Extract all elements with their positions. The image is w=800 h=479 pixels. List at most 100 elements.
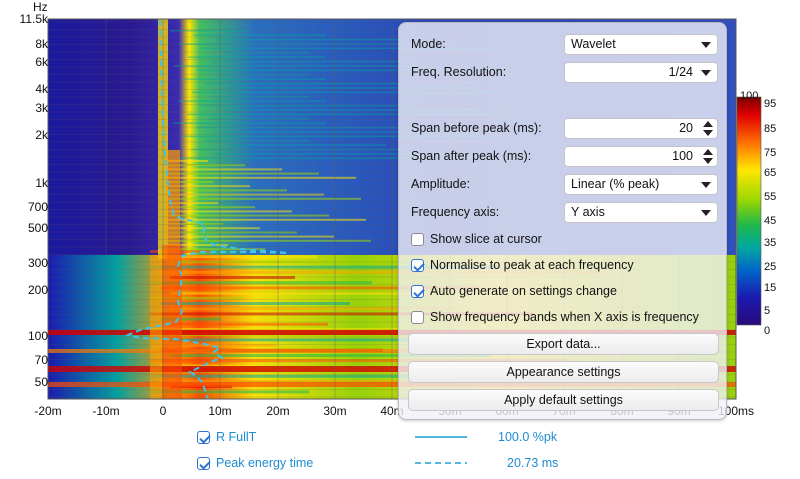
checkbox-label: Show frequency bands when X axis is freq… [430, 310, 699, 324]
heatmap-band [192, 91, 494, 94]
heatmap-band [205, 140, 310, 142]
heatmap-band [196, 126, 402, 129]
heatmap-band [225, 52, 310, 54]
heatmap-band [210, 118, 310, 120]
colorbar-tick-label: 45 [764, 215, 777, 227]
stepper-arrows-icon[interactable] [703, 121, 713, 137]
stepper-arrows-icon[interactable] [703, 149, 713, 165]
y-tick-label: 50 [34, 375, 48, 389]
heatmap-band [168, 231, 297, 234]
heatmap-band [168, 164, 245, 167]
y-tick-label: 8k [35, 37, 48, 51]
checkbox-box[interactable] [411, 285, 424, 298]
heatmap-band [170, 276, 295, 279]
legend-line-solid [415, 436, 467, 438]
heatmap-band [168, 197, 361, 200]
freq-resolution-select[interactable]: 1/24 [564, 62, 718, 83]
frequency-axis-label: Frequency axis: [411, 205, 500, 219]
heatmap-band [168, 202, 218, 204]
amplitude-select[interactable]: Linear (% peak) [564, 174, 718, 195]
heatmap-band [168, 214, 329, 217]
colorbar-tick-label: 75 [764, 147, 777, 159]
span-before-spinner[interactable]: 20 [564, 118, 718, 139]
heatmap-band [150, 359, 567, 363]
legend-checkbox-peak-energy-time[interactable] [197, 457, 210, 470]
heatmap-band [219, 131, 478, 133]
checkbox-box[interactable] [411, 259, 424, 272]
colorbar-tick-label: 65 [764, 167, 777, 179]
heatmap-band [216, 38, 402, 41]
heatmap-band [168, 239, 371, 242]
heatmap-band [178, 100, 326, 102]
heatmap-band [160, 255, 317, 259]
y-tick-label: 100 [27, 329, 48, 343]
checkbox-box[interactable] [411, 233, 424, 246]
heatmap-band [229, 87, 478, 89]
y-tick-label: 300 [27, 256, 48, 270]
heatmap-band [168, 185, 250, 188]
y-tick-label: 3k [35, 101, 48, 115]
heatmap-band [160, 364, 254, 368]
y-tick-label: 1k [35, 176, 48, 190]
heatmap-band [177, 157, 494, 160]
x-tick-label: 0 [159, 404, 167, 418]
colorbar-tick-label: 95 [764, 98, 777, 110]
heatmap-band [168, 160, 208, 162]
heatmap-band [201, 104, 402, 107]
legend-checkbox-r-fullt[interactable] [197, 431, 210, 444]
heatmap-band [170, 30, 250, 32]
plot-frame [47, 18, 737, 400]
mode-label: Mode: [411, 37, 446, 51]
colorbar-tick-label: 25 [764, 261, 777, 273]
heatmap-band [160, 380, 545, 383]
heatmap-band [168, 235, 334, 238]
heatmap-band [183, 78, 326, 80]
y-axis-unit: Hz [33, 0, 48, 14]
y-tick-label: 500 [27, 221, 48, 235]
mode-select[interactable]: Wavelet [564, 34, 718, 55]
y-tick-label: 700 [27, 200, 48, 214]
legend-name-r-fullt: R FullT [216, 430, 257, 444]
colorbar [736, 96, 762, 326]
heatmap-band [197, 69, 494, 72]
heatmap-band [170, 354, 490, 357]
heatmap-band [187, 113, 494, 116]
y-tick-label: 4k [35, 82, 48, 96]
y-tick-label: 11.5k [19, 12, 48, 26]
heatmap-band [220, 74, 310, 76]
heatmap-band [182, 135, 494, 138]
apply-default-settings-button[interactable]: Apply default settings [408, 389, 719, 411]
export-data-button[interactable]: Export data... [408, 333, 719, 355]
x-tick-label: -20m [34, 404, 62, 418]
heatmap-band [202, 47, 494, 50]
heatmap-band [48, 349, 648, 353]
chevron-down-icon [701, 182, 711, 188]
heatmap-band [173, 122, 326, 124]
checkbox-label: Auto generate on settings change [430, 284, 617, 298]
checkbox-label: Normalise to peak at each frequency [430, 258, 634, 272]
heatmap-band [168, 218, 366, 221]
colorbar-tick-label: 15 [764, 282, 777, 294]
heatmap-band [150, 374, 438, 378]
peak-energy-time-curve [124, 19, 289, 399]
heatmap-band [170, 307, 457, 311]
span-after-spinner[interactable]: 100 [564, 146, 718, 167]
heatmap-band [150, 312, 534, 316]
heatmap-band [168, 244, 228, 246]
appearance-settings-button[interactable]: Appearance settings [408, 361, 719, 383]
checkbox-box[interactable] [411, 311, 424, 324]
heatmap-band [206, 82, 402, 85]
x-tick-label: -10m [92, 404, 120, 418]
heatmap-band [150, 390, 309, 394]
heatmap-band [170, 291, 586, 295]
heatmap-band [168, 181, 213, 183]
heatmap-band [160, 270, 608, 274]
checkbox-label: Show slice at cursor [430, 232, 542, 246]
freq-resolution-value: 1/24 [668, 65, 693, 79]
frequency-axis-select[interactable]: Y axis [564, 202, 718, 223]
heatmap-band [160, 286, 479, 290]
heatmap-band [166, 150, 180, 260]
freq-resolution-label: Freq. Resolution: [411, 65, 507, 79]
heatmap-band [150, 265, 501, 269]
heatmap-band [168, 206, 255, 209]
